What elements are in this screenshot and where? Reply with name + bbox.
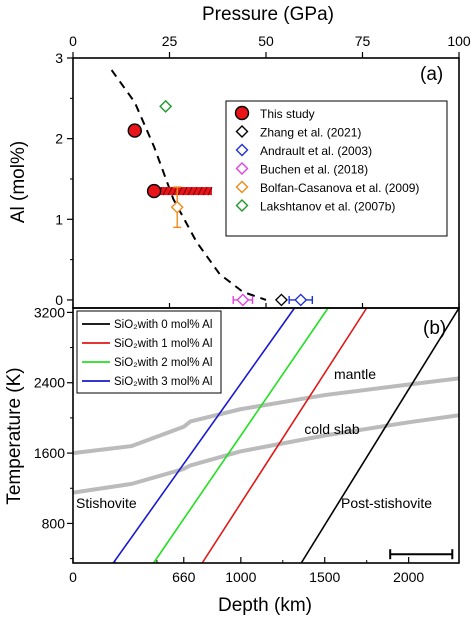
legend-a-marker — [234, 105, 250, 121]
data-point-diamond — [159, 99, 173, 113]
a-x-tick-label: 75 — [355, 33, 371, 49]
region-label-stishovite: Stishovite — [76, 495, 137, 511]
pressure-range-hatch — [192, 186, 198, 196]
a-x-tick-label: 0 — [69, 33, 77, 49]
b-y-tick-label: 800 — [42, 515, 66, 531]
a-y-tick-label: 1 — [55, 211, 63, 227]
geotherm-label-mantle: mantle — [334, 366, 376, 382]
b-y-tick-label: 1600 — [34, 445, 65, 461]
phase-boundary-1-mol-al — [201, 307, 368, 564]
a-y-tick-label: 0 — [55, 292, 63, 308]
pressure-range-hatch — [197, 186, 203, 196]
legend-a-label: Andrault et al. (2003) — [260, 144, 372, 158]
panel-a-xlabel: Pressure (GPa) — [202, 4, 334, 25]
panel-b-x-ticks: 0 660 1000 1500 2000 — [69, 557, 424, 585]
panel-b: Depth (km) 0 660 1000 1500 2000 800 1600 2400 3… — [4, 304, 460, 616]
pressure-range-hatch — [167, 186, 173, 196]
legend-a-marker — [235, 143, 249, 157]
data-point-diamond — [236, 293, 250, 307]
geotherm-cold-slab — [72, 413, 460, 495]
data-point-this-study — [146, 183, 162, 199]
panel-a-y-ticks: 0 1 2 3 — [55, 50, 73, 308]
trend-curve — [110, 69, 267, 301]
a-y-tick-label: 2 — [55, 131, 63, 147]
a-x-tick-label: 50 — [258, 33, 274, 49]
legend-b-label: SiO₂with 0 mol% Al — [114, 319, 212, 331]
panel-b-xlabel: Depth (km) — [218, 595, 312, 616]
pressure-range-hatch — [207, 186, 213, 196]
panel-b-y-ticks: 800 1600 2400 3200 — [34, 304, 73, 560]
panel-a-ylabel: Al (mol%) — [8, 141, 29, 223]
pressure-range-hatch — [182, 186, 188, 196]
panel-b-frame — [72, 307, 460, 564]
region-label-post-stishovite: Post-stishovite — [341, 495, 432, 511]
data-point-this-study — [127, 123, 142, 138]
panel-b-label: (b) — [423, 318, 446, 339]
geotherm-mantle — [72, 376, 460, 456]
legend-a-label: Bolfan-Casanova et al. (2009) — [260, 181, 419, 195]
legend-a-label: Buchen et al. (2018) — [260, 163, 368, 177]
phase-boundary-3-mol-al — [112, 307, 296, 564]
b-y-tick-label: 3200 — [34, 304, 65, 320]
legend-b-label: SiO₂with 2 mol% Al — [114, 357, 212, 369]
data-point-diamond — [294, 293, 308, 307]
legend-a-marker — [235, 125, 249, 138]
legend-a-label: This study — [260, 107, 315, 121]
panel-a: Pressure (GPa) 0 25 50 75 100 0 1 2 3 Al (mol%)… — [8, 4, 471, 308]
legend-a-marker — [235, 162, 249, 175]
axes-frames — [72, 57, 460, 564]
pressure-range-hatch — [172, 186, 178, 196]
phase-boundary-0-mol-al — [300, 307, 460, 564]
pressure-range-hatch — [177, 186, 183, 196]
panel-b-marks: mantle cold slab — [72, 307, 460, 564]
panel-a-x-ticks: 0 25 50 75 100 — [69, 33, 471, 308]
legend-a-marker — [235, 199, 249, 212]
a-y-tick-label: 3 — [55, 50, 63, 66]
legend-b-label: SiO₂with 3 mol% Al — [114, 376, 212, 388]
a-x-tick-label: 25 — [162, 33, 178, 49]
pressure-range-hatch — [187, 186, 193, 196]
b-x-tick-label: 660 — [172, 569, 196, 585]
panel-a-marks — [110, 69, 314, 307]
legend-a-marker — [235, 180, 249, 194]
b-x-tick-label: 1000 — [225, 569, 256, 585]
pressure-range-bar — [154, 187, 212, 196]
geotherm-label-cold-slab: cold slab — [304, 421, 359, 437]
panel-a-legend: This study Zhang et al. (2021) Andrault et… — [225, 100, 448, 237]
legend-a-box — [225, 100, 448, 237]
b-x-tick-label: 2000 — [393, 569, 424, 585]
pressure-range-hatch — [202, 186, 208, 196]
b-x-tick-label: 1500 — [309, 569, 340, 585]
legend-a-label: Lakshtanov et al. (2007b) — [260, 200, 395, 214]
legend-b-label: SiO₂with 1 mol% Al — [114, 338, 212, 350]
phase-boundary-2-mol-al — [152, 307, 329, 564]
data-point-diamond — [170, 200, 184, 214]
b-y-tick-label: 2400 — [34, 375, 65, 391]
b-x-tick-label: 0 — [69, 569, 77, 585]
legend-a-label: Zhang et al. (2021) — [260, 126, 361, 140]
pressure-range-hatch — [162, 186, 168, 196]
panel-b-ylabel: Temperature (K) — [4, 367, 25, 504]
a-x-tick-label: 100 — [447, 33, 471, 49]
panel-a-label: (a) — [420, 64, 443, 85]
panel-b-legend: SiO₂with 0 mol% Al SiO₂with 1 mol% Al SiO₂… — [76, 310, 222, 394]
data-point-diamond — [274, 293, 288, 307]
